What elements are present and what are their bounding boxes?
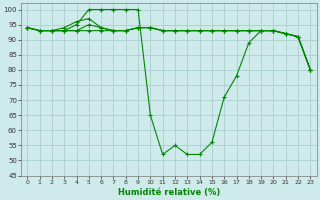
X-axis label: Humidité relative (%): Humidité relative (%) [118,188,220,197]
